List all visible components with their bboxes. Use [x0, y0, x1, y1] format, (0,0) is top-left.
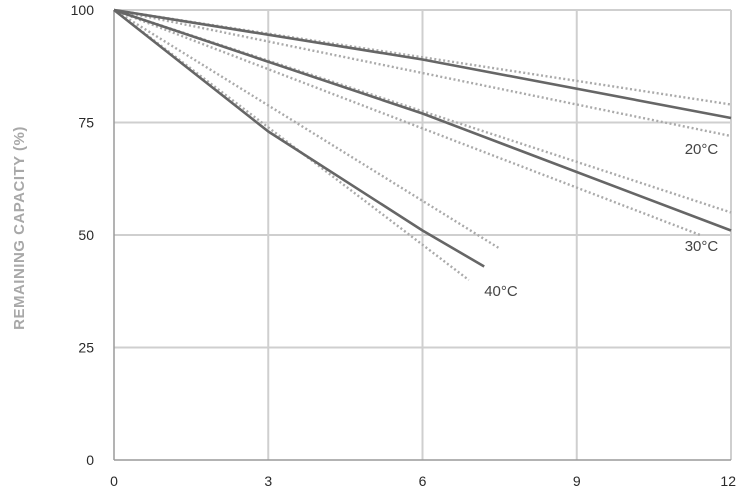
x-tick-label: 12	[720, 473, 736, 489]
y-tick-label: 100	[71, 2, 95, 18]
series-label: 30°C	[685, 238, 719, 255]
y-tick-label: 50	[78, 227, 94, 243]
series-labels: 20°C 30°C 40°C	[484, 141, 718, 300]
grid	[114, 9, 732, 460]
x-tick-labels: 0 3 6 9 12	[110, 473, 736, 489]
bound-line-30c	[113, 8, 701, 237]
series-line-40c	[113, 8, 485, 268]
y-tick-labels: 0 25 50 75 100	[71, 2, 95, 468]
y-tick-label: 0	[86, 452, 94, 468]
series-line-30c	[113, 8, 732, 232]
x-tick-label: 6	[419, 473, 427, 489]
x-tick-label: 0	[110, 473, 118, 489]
series-line-20c	[113, 8, 732, 120]
series-label: 20°C	[685, 141, 719, 158]
x-tick-label: 3	[264, 473, 272, 489]
y-axis-label: REMAINING CAPACITY (%)	[11, 126, 28, 330]
series-label: 40°C	[484, 283, 518, 300]
y-tick-label: 75	[78, 115, 94, 131]
y-tick-label: 25	[78, 340, 94, 356]
x-tick-label: 9	[573, 473, 581, 489]
bound-line-20c	[113, 8, 732, 138]
series-lines	[113, 8, 732, 281]
axes	[113, 10, 731, 461]
bound-line-40c	[113, 8, 501, 250]
